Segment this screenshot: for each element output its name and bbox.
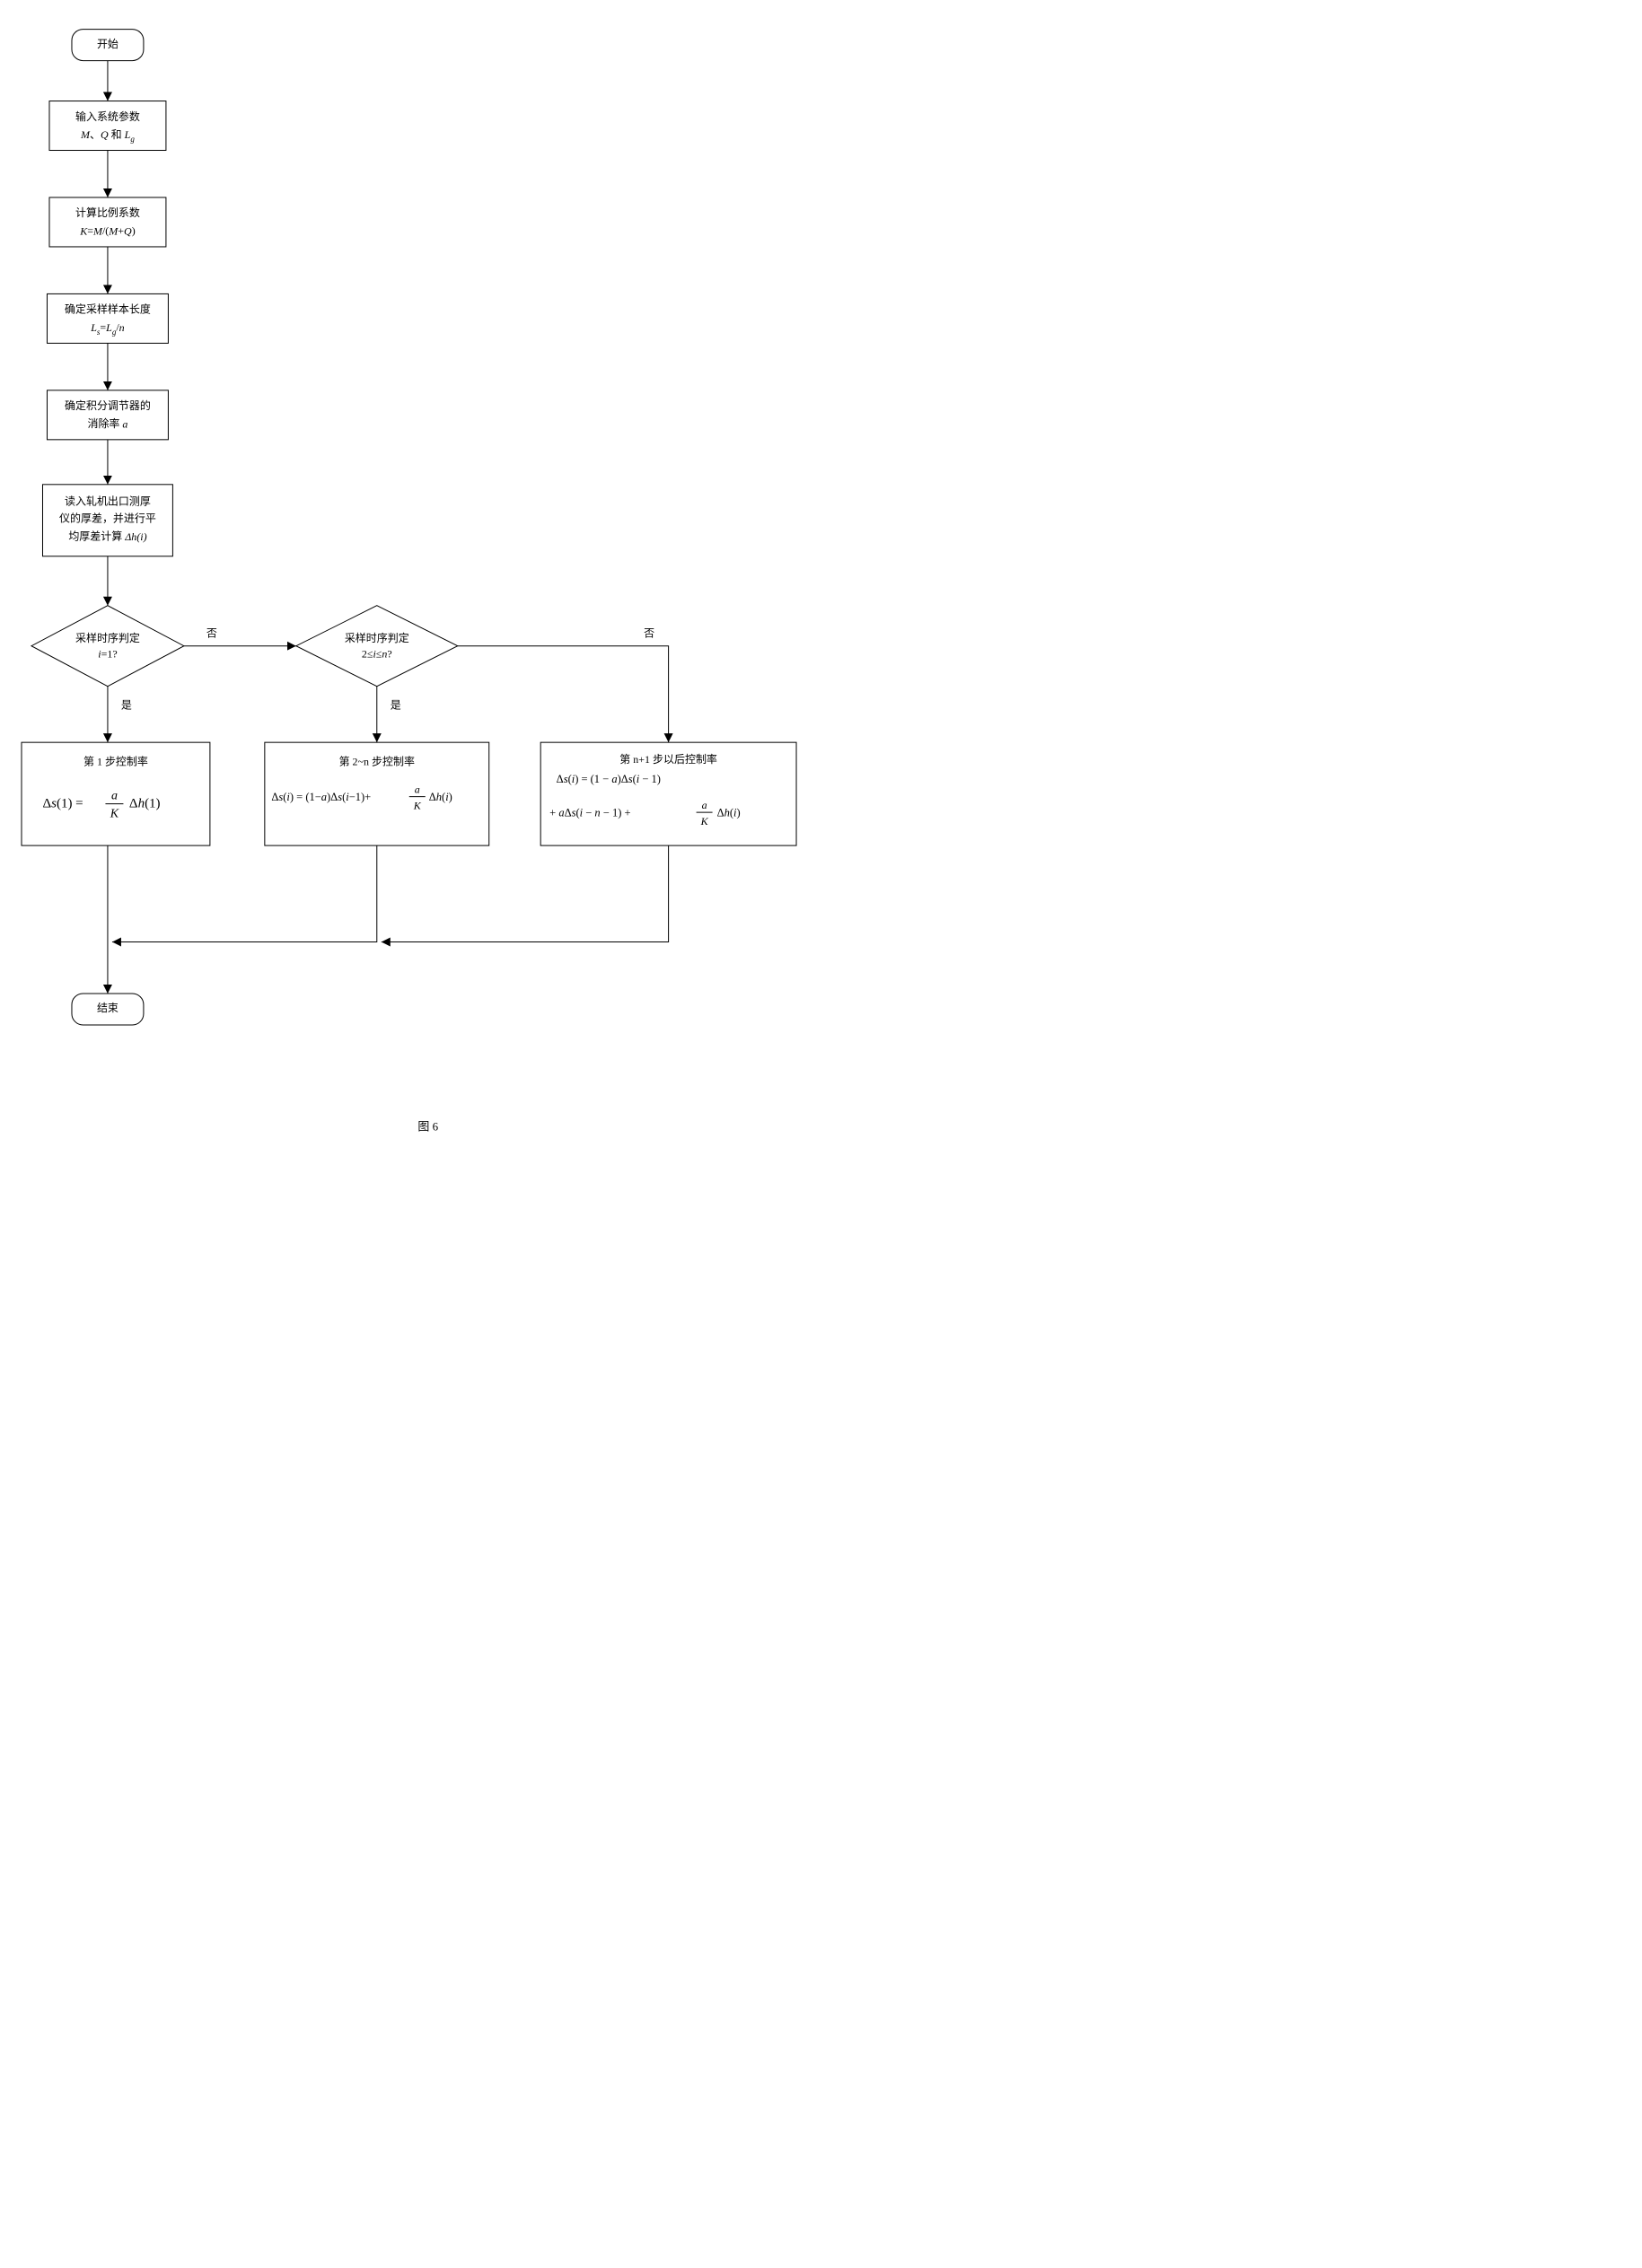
edge-proc2-merge [112,845,377,941]
svg-text:K: K [110,808,119,821]
readH-line2: 仪的厚差，并进行平 [59,512,156,525]
svg-text:a: a [702,799,707,811]
svg-text:K: K [413,800,422,812]
proc3-title: 第 n+1 步以后控制率 [619,752,717,766]
svg-text:Δs(1) =: Δs(1) = [42,797,83,811]
calcA-line2: 消除率 a [87,416,127,430]
node-input [49,101,166,151]
proc2-title: 第 2~n 步控制率 [339,754,415,767]
svg-text:Δh(i): Δh(i) [717,807,741,819]
svg-text:a: a [415,784,420,796]
dec1-line1: 采样时序判定 [75,631,140,644]
dec2-no-label: 否 [644,627,654,640]
calcK-line1: 计算比例系数 [75,206,140,219]
flowchart-svg: 开始 输入系统参数 M、Q 和 Lg 计算比例系数 K=M/(M+Q) 确定采样… [18,18,839,1152]
calcA-line1: 确定积分调节器的 [65,398,151,412]
dec1-yes-label: 是 [121,699,132,712]
edge-proc3-merge [382,845,669,941]
dec2-line1: 采样时序判定 [345,631,409,644]
svg-text:Δs(i) = (1 − a)Δs(i − 1): Δs(i) = (1 − a)Δs(i − 1) [557,773,661,785]
svg-text:Δh(1): Δh(1) [129,797,161,811]
start-label: 开始 [97,38,119,50]
node-dec2 [296,606,458,687]
svg-text:Δs(i) = (1−a)Δs(i−1)+: Δs(i) = (1−a)Δs(i−1)+ [271,791,371,803]
node-calcK [49,197,166,247]
dec1-line2: i=1? [98,647,117,660]
input-line1: 输入系统参数 [75,109,140,123]
readH-line3: 均厚差计算 Δh(i) [68,530,146,543]
dec2-line2: 2≤i≤n? [362,647,392,660]
calcLs-line1: 确定采样样本长度 [65,302,151,316]
end-label: 结束 [97,1002,119,1014]
readH-line1: 读入轧机出口测厚 [65,495,151,508]
dec1-no-label: 否 [206,627,217,640]
node-calcLs [47,293,168,343]
calcK-line2: K=M/(M+Q) [79,224,135,237]
svg-text:Δh(i): Δh(i) [429,791,452,803]
edge-dec2-no [458,646,669,742]
proc1-title: 第 1 步控制率 [83,754,148,767]
svg-text:K: K [700,815,709,828]
node-calcA [47,390,168,440]
svg-text:+ aΔs(i − n − 1) +: + aΔs(i − n − 1) + [549,807,630,819]
figure-caption: 图 6 [417,1119,438,1133]
dec2-yes-label: 是 [391,699,401,712]
node-dec1 [31,606,184,687]
svg-text:a: a [111,790,118,803]
